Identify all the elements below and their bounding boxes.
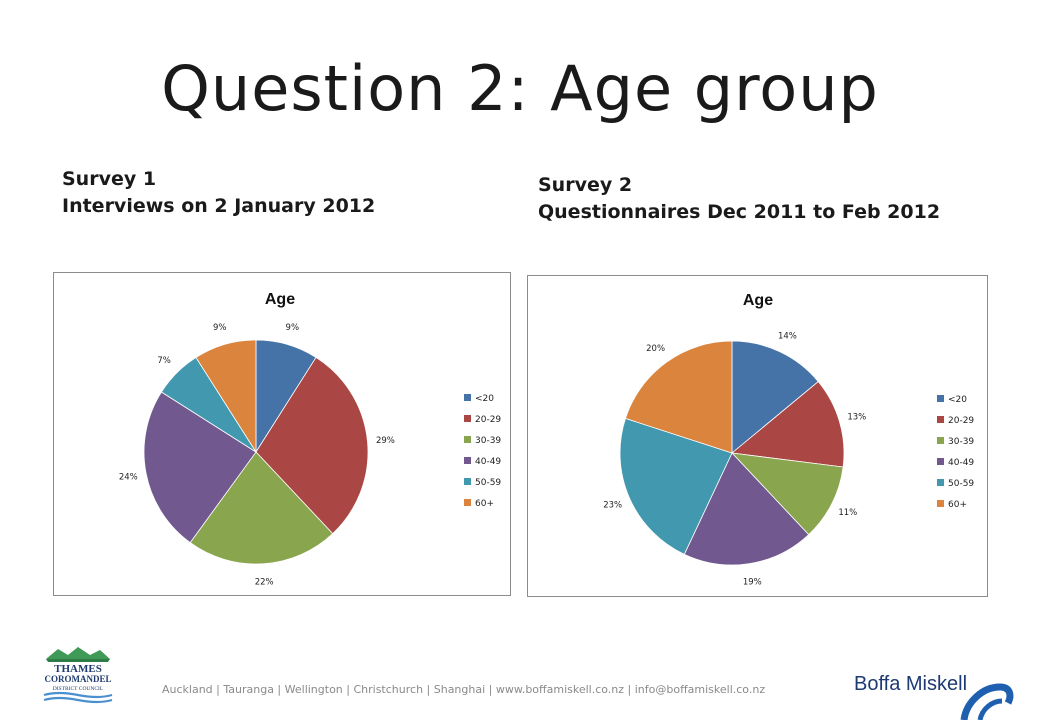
data-label: 24% bbox=[119, 472, 138, 482]
legend-entry: <20 bbox=[948, 395, 967, 405]
data-label: 22% bbox=[255, 578, 274, 588]
survey2-description: Questionnaires Dec 2011 to Feb 2012 bbox=[538, 201, 941, 223]
legend-swatch bbox=[937, 395, 944, 402]
legend-entry: 20-29 bbox=[475, 415, 501, 425]
legend-entry: 50-59 bbox=[948, 479, 974, 489]
legend-entry: 60+ bbox=[948, 500, 967, 510]
data-label: 9% bbox=[286, 323, 300, 333]
thames-coromandel-logo: THAMES COROMANDEL DISTRICT COUNCIL bbox=[38, 645, 118, 707]
data-label: 14% bbox=[778, 331, 797, 341]
legend-swatch bbox=[464, 478, 471, 485]
pie-slice-50-59 bbox=[619, 417, 733, 555]
legend-swatch bbox=[464, 457, 471, 464]
pie-slice-20-29 bbox=[731, 381, 845, 468]
legend-swatch bbox=[937, 458, 944, 465]
survey1-description: Interviews on 2 January 2012 bbox=[62, 195, 376, 217]
chart-title: Age bbox=[743, 292, 773, 309]
data-label: 9% bbox=[213, 323, 227, 333]
legend-swatch bbox=[937, 437, 944, 444]
pie-slice-20-29 bbox=[255, 356, 369, 535]
legend-swatch bbox=[464, 436, 471, 443]
legend-swatch bbox=[464, 394, 471, 401]
legend-entry: 20-29 bbox=[948, 416, 974, 426]
data-label: 20% bbox=[646, 344, 665, 354]
legend-entry: <20 bbox=[475, 394, 494, 404]
legend-entry: 40-49 bbox=[475, 457, 501, 467]
survey2-name: Survey 2 bbox=[538, 174, 633, 196]
data-label: 29% bbox=[376, 436, 395, 446]
data-label: 19% bbox=[743, 577, 762, 587]
survey1-heading: Survey 1 Interviews on 2 January 2012 bbox=[62, 166, 375, 220]
pie-slice-60+ bbox=[624, 340, 733, 454]
logo-line2: COROMANDEL bbox=[45, 674, 112, 684]
boffa-miskell-logo: Boffa Miskell bbox=[852, 665, 1040, 721]
pie-slice-40-49 bbox=[683, 452, 810, 566]
survey2-heading: Survey 2 Questionnaires Dec 2011 to Feb … bbox=[538, 172, 940, 226]
legend-entry: 30-39 bbox=[475, 436, 501, 446]
data-label: 11% bbox=[838, 508, 857, 518]
legend-entry: 50-59 bbox=[475, 478, 501, 488]
legend-swatch bbox=[464, 415, 471, 422]
survey2-chart-frame: Age 14% 13% 11% 19% 23% 20% <20 20-29 30-39 40-49 5… bbox=[527, 275, 988, 597]
data-label: 7% bbox=[157, 356, 171, 366]
slide-title: Question 2: Age group bbox=[161, 52, 879, 125]
data-label: 13% bbox=[847, 413, 866, 423]
survey1-name: Survey 1 bbox=[62, 168, 157, 190]
pie-slice-30-39 bbox=[189, 451, 334, 565]
logo-line1: THAMES bbox=[54, 663, 102, 675]
data-label: 23% bbox=[603, 501, 622, 511]
legend-entry: 40-49 bbox=[948, 458, 974, 468]
survey1-pie-chart: Age 9% 29% 22% 24% 7% 9% <20 20-29 30-39 40-49 50-5… bbox=[119, 291, 502, 588]
chart-title: Age bbox=[265, 291, 295, 308]
legend-swatch bbox=[464, 499, 471, 506]
legend-entry: 60+ bbox=[475, 499, 494, 509]
legend-swatch bbox=[937, 479, 944, 486]
footer-contact: Auckland | Tauranga | Wellington | Chris… bbox=[162, 683, 766, 696]
pie-slice-30-39 bbox=[730, 452, 844, 536]
boffa-miskell-wordmark: Boffa Miskell bbox=[854, 673, 967, 695]
pie-slice-<20 bbox=[731, 340, 819, 454]
legend-swatch bbox=[937, 500, 944, 507]
survey2-pie-chart: Age 14% 13% 11% 19% 23% 20% <20 20-29 30-39 40-49 5… bbox=[603, 292, 974, 587]
survey1-chart-frame: Age 9% 29% 22% 24% 7% 9% <20 20-29 30-39 40-49 50-5… bbox=[53, 272, 511, 596]
legend-swatch bbox=[937, 416, 944, 423]
legend-entry: 30-39 bbox=[948, 437, 974, 447]
logo-line3: DISTRICT COUNCIL bbox=[53, 686, 104, 692]
pie-slice-60+ bbox=[195, 339, 257, 454]
pie-slice-40-49 bbox=[143, 391, 257, 544]
